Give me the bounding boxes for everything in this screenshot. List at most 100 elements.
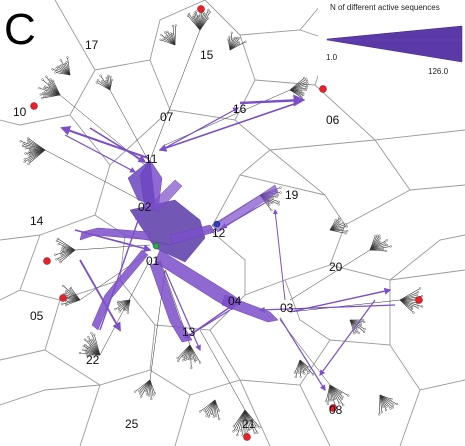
tree-leaf	[28, 159, 31, 163]
marker-green	[152, 242, 160, 250]
tree-leaf	[23, 160, 26, 163]
tree-leaf	[271, 201, 274, 205]
tree-branch	[294, 359, 301, 373]
region-label-12: 12	[212, 226, 226, 240]
tree-leaf	[116, 300, 120, 303]
tree-branch	[244, 409, 250, 431]
tree-branch	[119, 299, 131, 312]
tree-leaf	[338, 219, 341, 222]
tree-leaf	[376, 234, 379, 237]
tree-branch	[140, 379, 151, 397]
tree-leaf	[87, 339, 90, 342]
tree-branch	[329, 229, 346, 234]
tree-branch	[50, 79, 61, 96]
tree-leaf	[384, 408, 388, 411]
flow-20-04	[258, 304, 396, 313]
tree-branch	[28, 149, 46, 165]
tree-leaf	[87, 336, 90, 339]
tree-leaf	[182, 355, 185, 358]
flow-19-12	[220, 199, 271, 229]
tree-leaf	[297, 371, 300, 374]
flow-05-13	[79, 259, 121, 332]
tree-connector	[289, 299, 401, 313]
flow-hub-fan	[129, 199, 206, 263]
tree-leaf	[205, 414, 208, 417]
tree-leaf	[268, 203, 271, 206]
tree-branch	[127, 299, 131, 313]
tree-branch	[66, 290, 81, 301]
tree-branch	[299, 359, 309, 373]
tree-branch	[369, 244, 387, 251]
tree-branch	[164, 32, 176, 46]
tree-leaf	[215, 414, 218, 417]
tree-leaf	[389, 245, 392, 248]
tree-leaf	[390, 398, 393, 401]
tree-leaf	[38, 86, 41, 90]
tree-leaf	[107, 74, 110, 77]
tree-branch	[295, 359, 301, 377]
marker-red	[30, 102, 38, 110]
tree-leaf	[363, 330, 366, 333]
legend: N of different active sequences 1.0 126.…	[318, 0, 465, 78]
tree-branch	[57, 238, 76, 251]
tree-leaf	[363, 320, 366, 324]
tree-leaf	[299, 90, 302, 93]
tree-leaf	[228, 35, 231, 38]
tree-leaf	[203, 409, 206, 412]
tree-branch	[211, 399, 216, 415]
tree-leaf	[378, 413, 381, 416]
tree-leaf	[152, 394, 155, 397]
tree-leaf	[45, 75, 48, 78]
tree-leaf	[59, 59, 62, 62]
flow-01-21	[164, 269, 201, 352]
tree-leaf	[342, 404, 345, 407]
tree-leaf	[380, 411, 383, 414]
tree-branch	[56, 68, 71, 76]
tree-branch	[379, 394, 394, 408]
tree-leaf	[84, 351, 88, 354]
tree-branch	[289, 81, 308, 91]
tree-branch	[299, 359, 314, 375]
tree-leaf	[191, 357, 194, 360]
tree-leaf	[58, 259, 61, 262]
tree-branch	[146, 379, 151, 395]
tree-branch	[329, 384, 343, 400]
tree-leaf	[341, 228, 344, 231]
tree-branch	[199, 10, 203, 31]
flow-01-13	[149, 261, 193, 343]
tree-leaf	[169, 32, 172, 35]
tree-leaf	[325, 400, 328, 403]
tree-leaf	[64, 291, 67, 294]
tree-branch	[329, 222, 344, 231]
tree-branch	[189, 344, 197, 360]
tree-leaf	[381, 248, 385, 251]
tree-leaf	[195, 358, 198, 361]
tree-branch	[399, 299, 414, 313]
tree-branch	[327, 384, 331, 404]
tree-leaf	[347, 394, 350, 397]
flow-06-11	[158, 101, 301, 152]
tree-branch	[148, 379, 151, 396]
tree-leaf	[93, 333, 96, 336]
flow-20-08	[319, 299, 376, 376]
region-label-16: 16	[233, 102, 247, 116]
tree-connector	[164, 89, 291, 146]
tree-leaf	[199, 410, 202, 413]
tree-branch	[329, 384, 336, 406]
tree-leaf	[420, 295, 424, 298]
tree-leaf	[334, 397, 337, 401]
region-label-19: 19	[285, 188, 299, 202]
tree-leaf	[233, 36, 236, 40]
tree-leaf	[69, 286, 73, 290]
tree-branch	[42, 79, 61, 96]
tree-branch	[329, 217, 340, 231]
tree-branch	[57, 66, 71, 76]
tree-branch	[139, 379, 151, 392]
tree-leaf	[82, 345, 85, 348]
flow-02-07	[149, 179, 183, 213]
tree-branch	[369, 235, 380, 251]
tree-branch	[109, 76, 111, 91]
tree-branch	[108, 75, 111, 91]
tree-leaf	[186, 14, 190, 17]
tree-leaf	[235, 36, 239, 39]
